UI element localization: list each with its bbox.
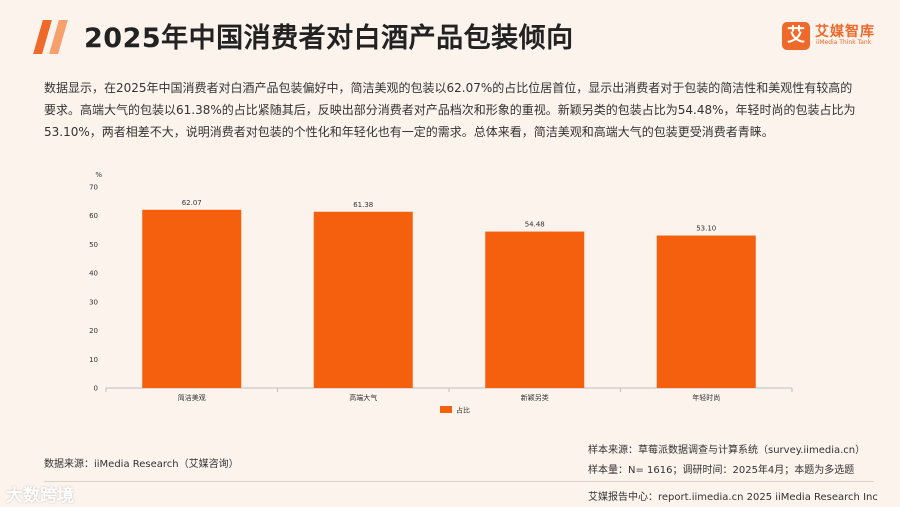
logo-subtitle: iiMedia Think Tank	[816, 39, 872, 46]
sample-source: 样本来源：草莓派数据调查与计算系统（survey.iimedia.cn）	[588, 445, 866, 456]
y-tick-label: 40	[89, 270, 98, 278]
bar	[485, 231, 585, 388]
x-tick-label: 年轻时尚	[692, 393, 720, 402]
y-tick-label: 10	[89, 356, 98, 364]
y-axis-unit: %	[95, 171, 102, 179]
x-tick-label: 新颖另类	[521, 393, 549, 402]
y-tick-label: 0	[94, 385, 98, 393]
y-tick-label: 20	[89, 327, 98, 335]
report-center: 艾媒报告中心：report.iimedia.cn 2025 iiMedia Re…	[588, 492, 878, 503]
x-tick-label: 高端大气	[349, 393, 377, 402]
sample-info: 样本量：N= 1616；调研时间：2025年4月；本题为多选题	[588, 465, 855, 476]
summary-text: 数据显示，在2025年中国消费者对白酒产品包装偏好中，简洁美观的包装以62.07…	[44, 81, 856, 139]
title-accent	[33, 20, 52, 54]
footer-divider	[44, 481, 874, 482]
bar	[656, 235, 756, 388]
bar-value-label: 53.10	[696, 225, 716, 233]
page-title: 2025年中国消费者对白酒产品包装倾向	[84, 23, 574, 54]
legend-swatch	[440, 406, 452, 413]
bar-value-label: 61.38	[353, 201, 373, 209]
y-tick-label: 50	[89, 241, 98, 249]
logo-icon: 艾	[782, 22, 810, 50]
y-tick-label: 60	[89, 212, 98, 220]
logo-name: 艾媒智库	[815, 24, 875, 40]
legend-label: 占比	[456, 406, 470, 415]
data-source: 数据来源：iiMedia Research（艾媒咨询）	[44, 459, 239, 470]
bar-chart: % 0 10 20 30 40 50 60 70 62.07 简洁美观 61.38 高端大气 54.48 新…	[89, 171, 793, 415]
bar	[142, 209, 242, 388]
bar-value-label: 62.07	[182, 199, 202, 207]
title-accent	[49, 20, 68, 54]
bar-value-label: 54.48	[525, 221, 545, 229]
brand-logo: 艾 艾媒智库 iiMedia Think Tank	[782, 22, 892, 50]
y-tick-label: 70	[89, 184, 98, 192]
watermark: 大数跨境	[6, 486, 74, 506]
title-bar: 2025年中国消费者对白酒产品包装倾向	[0, 14, 900, 62]
y-tick-label: 30	[89, 298, 98, 306]
bar	[313, 211, 413, 388]
x-tick-label: 简洁美观	[178, 393, 206, 402]
